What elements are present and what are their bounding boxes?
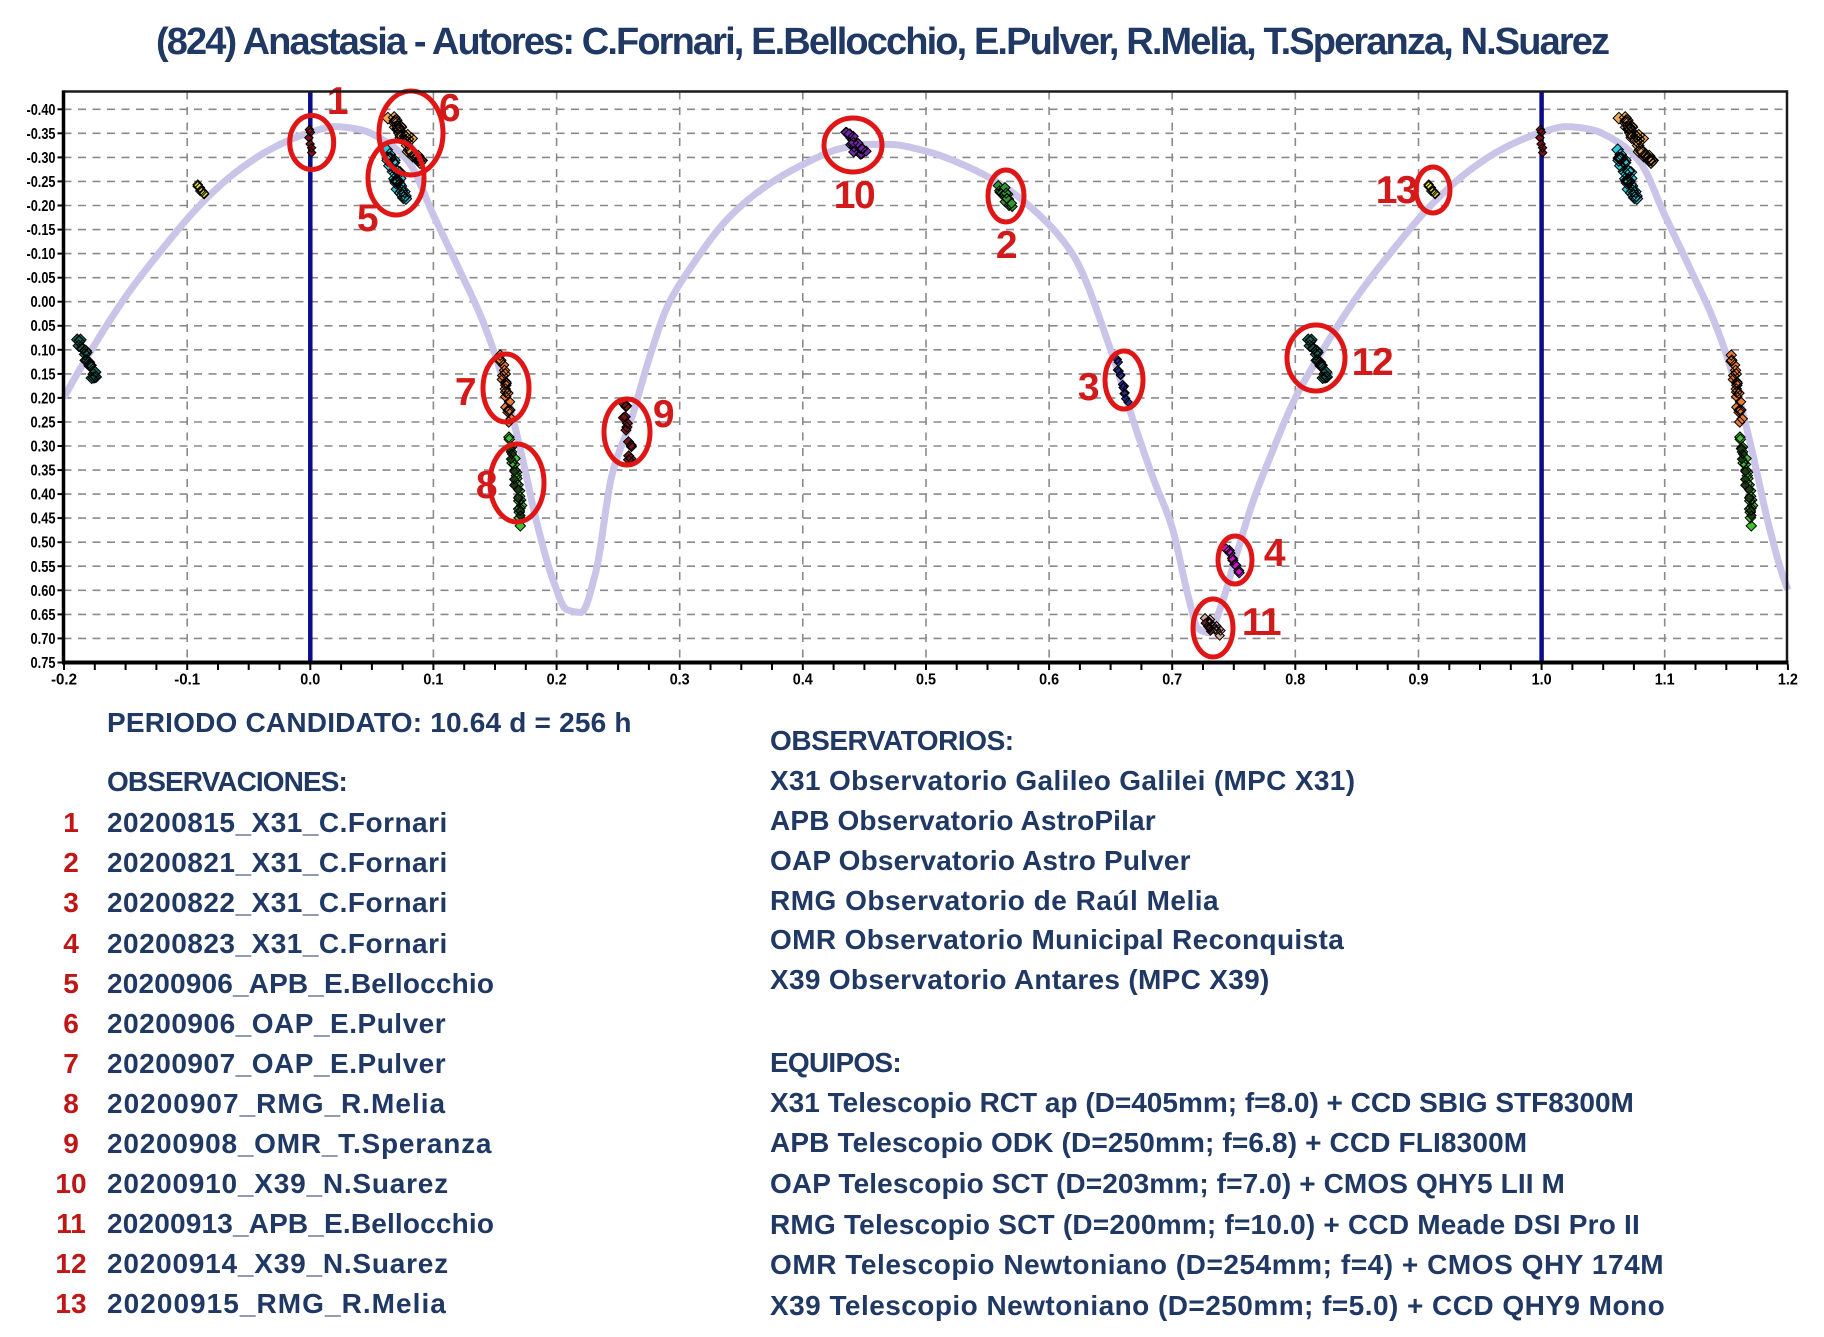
svg-text:0.8: 0.8 xyxy=(1285,672,1305,689)
svg-text:0.9: 0.9 xyxy=(1409,672,1429,689)
svg-text:2: 2 xyxy=(996,224,1017,267)
svg-text:-0.40: -0.40 xyxy=(27,102,56,119)
svg-text:-0.35: -0.35 xyxy=(27,126,56,143)
svg-text:-0.10: -0.10 xyxy=(27,246,56,263)
svg-text:1: 1 xyxy=(327,80,348,123)
svg-text:3: 3 xyxy=(1078,366,1099,409)
svg-text:0.2: 0.2 xyxy=(547,672,567,689)
svg-text:-0.1: -0.1 xyxy=(174,672,200,689)
svg-text:9: 9 xyxy=(653,393,674,436)
svg-text:0.65: 0.65 xyxy=(31,607,56,624)
svg-text:0.20: 0.20 xyxy=(31,390,56,407)
svg-text:0.60: 0.60 xyxy=(31,583,56,600)
svg-text:0.5: 0.5 xyxy=(916,672,936,689)
svg-text:0.1: 0.1 xyxy=(423,672,443,689)
svg-text:0.6: 0.6 xyxy=(1039,672,1059,689)
svg-text:-0.05: -0.05 xyxy=(27,270,56,287)
svg-text:0.35: 0.35 xyxy=(31,463,56,480)
svg-text:0.05: 0.05 xyxy=(31,318,56,335)
svg-text:0.55: 0.55 xyxy=(31,559,56,576)
svg-text:0.70: 0.70 xyxy=(31,631,56,648)
svg-text:1.2: 1.2 xyxy=(1778,672,1798,689)
svg-text:-0.30: -0.30 xyxy=(27,150,56,167)
svg-text:0.45: 0.45 xyxy=(31,511,56,528)
svg-text:0.10: 0.10 xyxy=(31,342,56,359)
svg-text:11: 11 xyxy=(1242,601,1281,644)
svg-text:0.25: 0.25 xyxy=(31,415,56,432)
svg-text:0.7: 0.7 xyxy=(1162,672,1182,689)
svg-text:0.75: 0.75 xyxy=(31,655,56,672)
svg-text:6: 6 xyxy=(439,87,460,130)
svg-text:7: 7 xyxy=(455,371,475,414)
svg-text:0.30: 0.30 xyxy=(31,439,56,456)
svg-text:0.50: 0.50 xyxy=(31,535,56,552)
svg-text:0.3: 0.3 xyxy=(670,672,690,689)
svg-text:0.40: 0.40 xyxy=(31,487,56,504)
svg-text:1.1: 1.1 xyxy=(1655,672,1675,689)
svg-text:-0.15: -0.15 xyxy=(27,222,56,239)
svg-text:12: 12 xyxy=(1352,341,1393,384)
svg-text:-0.2: -0.2 xyxy=(51,672,77,689)
svg-text:-0.25: -0.25 xyxy=(27,174,56,191)
svg-text:4: 4 xyxy=(1264,532,1286,575)
svg-text:5: 5 xyxy=(357,197,378,240)
svg-text:0.4: 0.4 xyxy=(793,672,813,689)
svg-text:0.00: 0.00 xyxy=(31,294,56,311)
svg-text:0.15: 0.15 xyxy=(31,366,56,383)
svg-text:0.0: 0.0 xyxy=(300,672,320,689)
svg-text:13: 13 xyxy=(1376,169,1417,212)
svg-text:10: 10 xyxy=(834,174,875,217)
svg-text:8: 8 xyxy=(476,464,497,507)
svg-text:1.0: 1.0 xyxy=(1532,672,1552,689)
svg-text:-0.20: -0.20 xyxy=(27,198,56,215)
